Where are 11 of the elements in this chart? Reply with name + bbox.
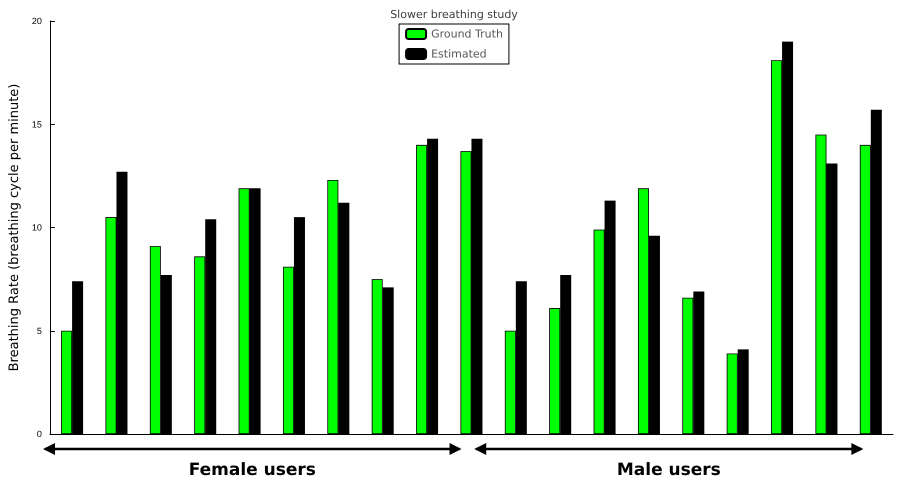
chart-title: Slower breathing study bbox=[390, 8, 518, 21]
y-tick-label: 15 bbox=[32, 119, 42, 130]
legend-label: Ground Truth bbox=[431, 28, 503, 40]
y-tick-label: 5 bbox=[36, 326, 42, 336]
y-tick-label: 10 bbox=[32, 222, 42, 232]
y-tick-label: 20 bbox=[32, 16, 42, 26]
y-tick-label: 0 bbox=[36, 429, 42, 439]
text: Female users bbox=[188, 460, 316, 480]
text: Male users bbox=[616, 460, 721, 480]
y-axis-title: Breathing Rate (breathing cycle per minute) bbox=[7, 84, 22, 372]
legend-label: Estimated bbox=[431, 48, 487, 60]
